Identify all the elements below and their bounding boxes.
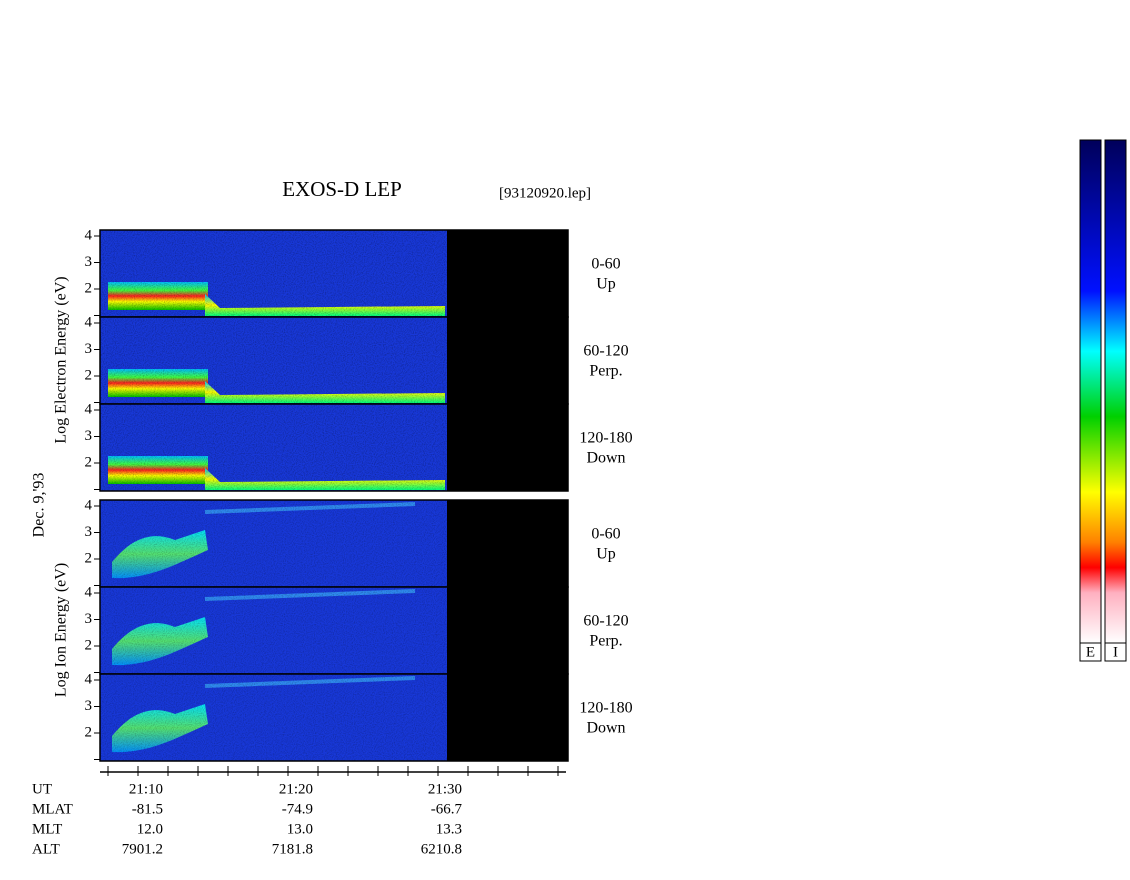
- y-tick-label: 4: [85, 671, 93, 687]
- y-tick-label: 3: [85, 428, 93, 444]
- no-data: [447, 230, 568, 317]
- row-value: 6210.8: [421, 841, 462, 857]
- row-value: 13.0: [287, 821, 313, 837]
- no-data: [447, 587, 568, 674]
- panel-direction: Up: [596, 546, 616, 563]
- y-tick-label: 2: [85, 367, 93, 383]
- y-tick-label: 2: [85, 637, 93, 653]
- row-name: UT: [32, 781, 52, 797]
- no-data: [447, 317, 568, 404]
- panel-frame: [99, 403, 569, 492]
- colorbar: [1079, 139, 1102, 644]
- colorbar-label: I: [1113, 644, 1118, 660]
- title: EXOS-D LEP: [282, 177, 402, 201]
- y-tick-label: 4: [85, 584, 93, 600]
- y-tick-label: 4: [85, 497, 93, 513]
- row-name: MLAT: [32, 801, 73, 817]
- row-value: -81.5: [132, 801, 163, 817]
- ion-axis-label: Log Ion Energy (eV): [53, 563, 70, 697]
- file-name: [93120920.lep]: [499, 185, 591, 201]
- y-tick-label: 4: [85, 401, 93, 417]
- row-value: 21:30: [428, 781, 462, 797]
- y-tick-label: 2: [85, 454, 93, 470]
- no-data: [447, 404, 568, 491]
- panel-range: 60-120: [583, 613, 628, 630]
- y-tick-label: 3: [85, 524, 93, 540]
- labels: EXOS-D LEP [93120920.lep] Log Electron E…: [31, 177, 591, 697]
- row-name: MLT: [32, 821, 62, 837]
- panel-noise: [100, 500, 447, 587]
- row-value: 7901.2: [122, 841, 163, 857]
- colorbar-label-box: [1104, 642, 1127, 662]
- y-tick-label: 3: [85, 611, 93, 627]
- row-name: ALT: [32, 841, 60, 857]
- row-value: -74.9: [282, 801, 313, 817]
- colorbar-label-box: [1079, 642, 1102, 662]
- panel-direction: Perp.: [589, 633, 622, 650]
- y-tick-label: 2: [85, 550, 93, 566]
- panel-noise: [100, 587, 447, 674]
- row-value: 7181.8: [272, 841, 313, 857]
- panel-direction: Down: [586, 450, 625, 467]
- y-tick-label: 4: [85, 314, 93, 330]
- panel-range: 120-180: [579, 700, 632, 717]
- electron-axis-label: Log Electron Energy (eV): [53, 276, 70, 443]
- colorbar: [1104, 139, 1127, 644]
- panel-range: 0-60: [591, 526, 620, 543]
- row-value: 12.0: [137, 821, 163, 837]
- date-label: Dec. 9,'93: [31, 473, 48, 538]
- y-tick-label: 2: [85, 280, 93, 296]
- panel-noise: [100, 317, 447, 404]
- panel-direction: Perp.: [589, 363, 622, 380]
- no-data: [447, 674, 568, 761]
- row-value: 21:20: [279, 781, 313, 797]
- row-value: -66.7: [431, 801, 463, 817]
- panel-range: 120-180: [579, 430, 632, 447]
- y-tick-label: 2: [85, 724, 93, 740]
- panel-direction: Up: [596, 276, 616, 293]
- panel-noise: [100, 674, 447, 761]
- y-tick-label: 3: [85, 698, 93, 714]
- row-value: 13.3: [436, 821, 462, 837]
- panel-noise: [100, 404, 447, 491]
- no-data: [447, 500, 568, 587]
- y-tick-label: 3: [85, 341, 93, 357]
- panel-direction: Down: [586, 720, 625, 737]
- colorbar-label: E: [1086, 644, 1095, 660]
- row-value: 21:10: [129, 781, 163, 797]
- panel-range: 60-120: [583, 343, 628, 360]
- spectrograms: [94, 229, 569, 762]
- panel-range: 0-60: [591, 256, 620, 273]
- panel-frame: [99, 673, 569, 762]
- y-tick-label: 3: [85, 254, 93, 270]
- panel-noise: [100, 230, 447, 317]
- y-tick-label: 4: [85, 227, 93, 243]
